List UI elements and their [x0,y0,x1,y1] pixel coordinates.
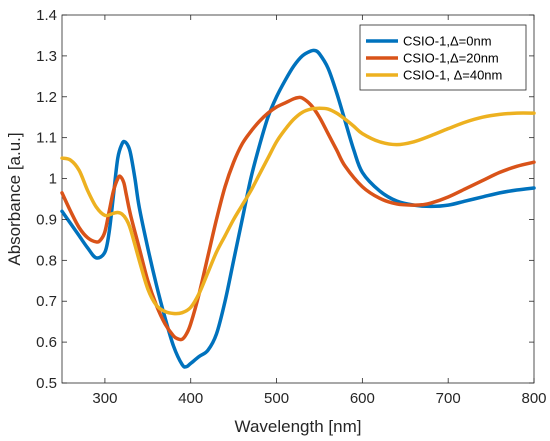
series-layer [60,48,536,369]
x-tick-label: 500 [264,390,289,407]
x-axis-title: Wavelength [nm] [235,417,362,436]
y-tick-label: 0.8 [36,252,57,269]
x-tick-label: 800 [521,390,546,407]
series-line-0 [60,48,536,369]
legend: CSIO-1,Δ=0nm CSIO-1,Δ=20nm CSIO-1, Δ=40n… [359,24,527,91]
legend-label-1: CSIO-1,Δ=20nm [403,51,499,66]
y-tick-label: 0.7 [36,293,57,310]
y-tick-label: 0.9 [36,211,57,228]
y-tick-label: 0.6 [36,334,57,351]
legend-label-0: CSIO-1,Δ=0nm [403,34,492,49]
y-tick-label: 0.5 [36,375,57,392]
y-axis-title: Absorbance [a.u.] [5,132,24,265]
x-tick-label: 600 [350,390,375,407]
legend-label-2: CSIO-1, Δ=40nm [403,68,502,83]
series-line-1 [60,95,536,342]
x-tick-label: 700 [436,390,461,407]
y-tick-label: 1.1 [36,130,57,147]
x-tick-label: 400 [178,390,203,407]
tick-layer: 300 400 500 600 700 800 0.5 0.6 0.7 0.8 0.9 1 1.1 1.2… [36,7,546,407]
y-tick-label: 1 [49,171,57,188]
series-line-2 [60,106,536,316]
y-tick-label: 1.4 [36,7,57,24]
x-tick-label: 300 [92,390,117,407]
y-tick-label: 1.3 [36,48,57,65]
y-tick-label: 1.2 [36,89,57,106]
